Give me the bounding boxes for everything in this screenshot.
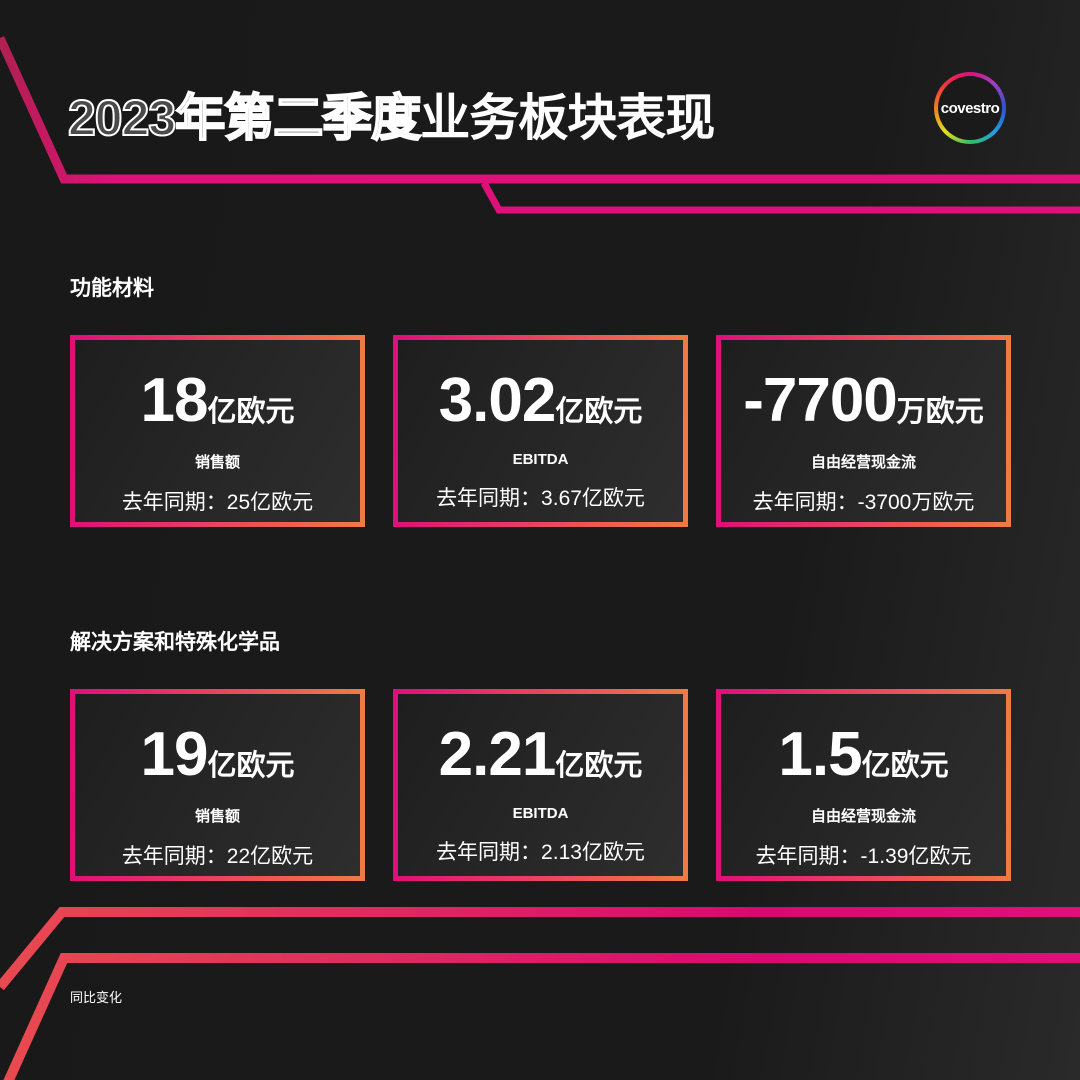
covestro-logo: covestro: [934, 72, 1006, 144]
kpi-card: 1.5亿欧元 自由经营现金流 去年同期：-1.39亿欧元: [716, 689, 1011, 881]
kpi-number: 3.02: [438, 366, 557, 435]
kpi-value: 3.02亿欧元: [398, 368, 683, 445]
page-title: 2023年第二季度业务板块表现: [67, 78, 715, 150]
logo-text: covestro: [938, 76, 1002, 140]
kpi-card: 18亿欧元 销售额 去年同期：25亿欧元: [70, 335, 365, 527]
kpi-value: 18亿欧元: [75, 368, 360, 445]
kpi-unit: 亿欧元: [555, 396, 643, 428]
kpi-card: 19亿欧元 销售额 去年同期：22亿欧元: [70, 689, 365, 881]
kpi-number: 19: [140, 720, 209, 789]
kpi-metric-label: EBITDA: [512, 805, 569, 822]
kpi-value: -7700万欧元: [721, 368, 1006, 445]
kpi-card: 3.02亿欧元 EBITDA 去年同期：3.67亿欧元: [393, 335, 688, 527]
title-solid-part: 业务板块表现: [420, 90, 715, 146]
kpi-card: -7700万欧元 自由经营现金流 去年同期：-3700万欧元: [716, 335, 1011, 527]
title-outline-part: 2023年第二季度: [67, 89, 422, 147]
kpi-unit: 亿欧元: [207, 396, 295, 428]
kpi-card: 2.21亿欧元 EBITDA 去年同期：2.13亿欧元: [393, 689, 688, 881]
footer-line-top: [0, 907, 1080, 991]
kpi-unit: 亿欧元: [207, 750, 295, 782]
header-line-top: [0, 36, 1080, 184]
kpi-unit: 万欧元: [896, 396, 984, 428]
kpi-prior-year: 去年同期：3.67亿欧元: [436, 487, 645, 510]
kpi-prior-year: 去年同期：25亿欧元: [121, 491, 314, 514]
kpi-metric-label: 销售额: [194, 808, 240, 825]
kpi-unit: 亿欧元: [861, 750, 949, 782]
kpi-metric-label: 销售额: [194, 454, 240, 471]
kpi-prior-year: 去年同期：22亿欧元: [121, 845, 314, 868]
kpi-unit: 亿欧元: [555, 750, 643, 782]
kpi-metric-label: 自由经营现金流: [810, 808, 916, 825]
kpi-number: 18: [140, 366, 209, 435]
kpi-number: -7700: [743, 366, 898, 435]
footer-note: 同比变化: [70, 990, 123, 1005]
kpi-metric-label: EBITDA: [512, 451, 569, 468]
kpi-prior-year: 去年同期：-3700万欧元: [752, 491, 975, 514]
kpi-value: 1.5亿欧元: [721, 722, 1006, 799]
kpi-number: 2.21: [438, 720, 557, 789]
kpi-value: 2.21亿欧元: [398, 722, 683, 799]
kpi-prior-year: 去年同期：2.13亿欧元: [436, 841, 645, 864]
section-title: 解决方案和特殊化学品: [70, 631, 280, 654]
kpi-number: 1.5: [778, 720, 862, 789]
kpi-value: 19亿欧元: [75, 722, 360, 799]
footer-line-bottom: [3, 953, 1080, 1080]
header-line-bottom: [480, 181, 1080, 214]
kpi-prior-year: 去年同期：-1.39亿欧元: [755, 845, 972, 868]
section-title: 功能材料: [70, 277, 154, 300]
kpi-metric-label: 自由经营现金流: [810, 454, 916, 471]
